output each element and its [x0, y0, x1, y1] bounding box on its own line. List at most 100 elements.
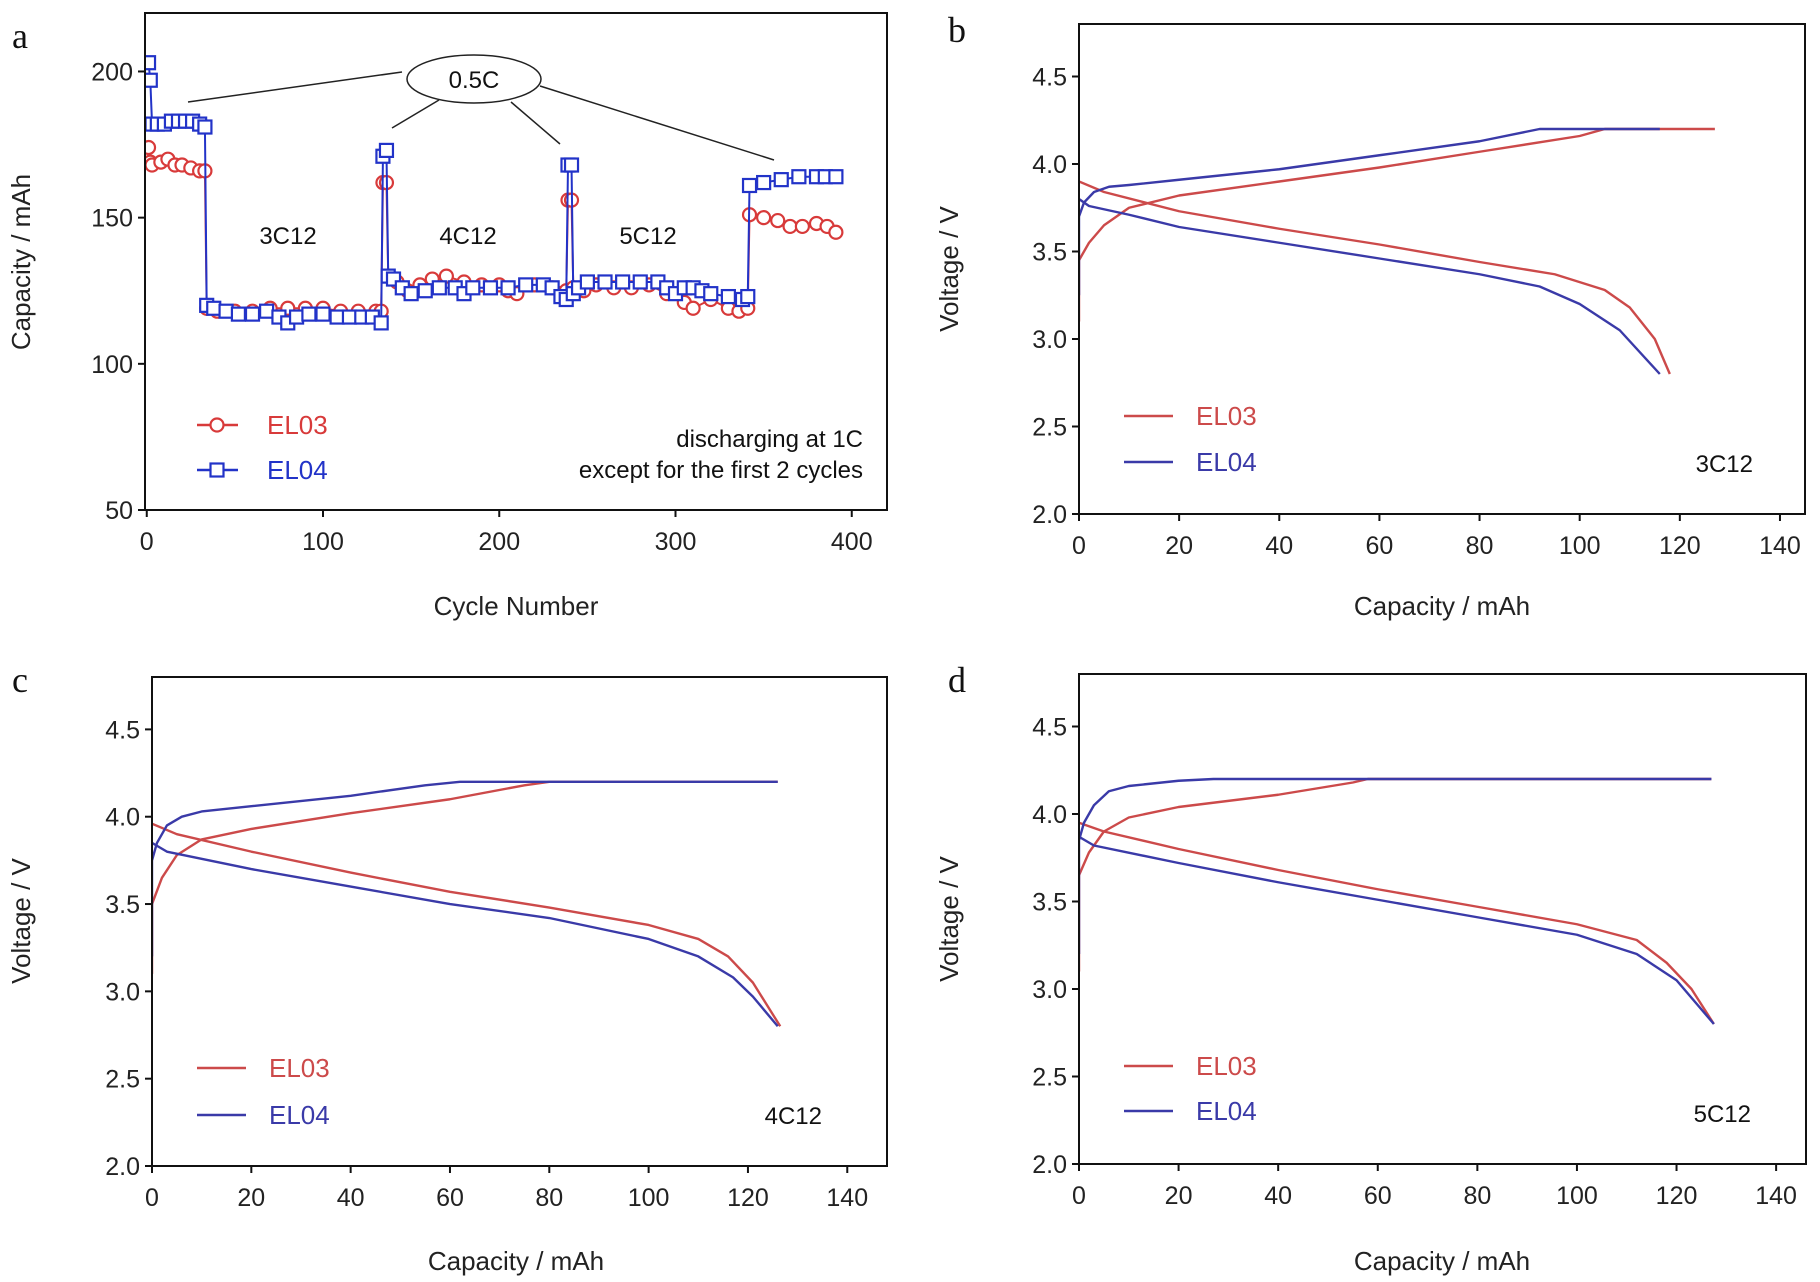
series-curve-EL04-discharge: [1079, 835, 1715, 1025]
data-point-EL04: [145, 72, 158, 88]
y-tick-label: 3.5: [105, 891, 140, 919]
data-point-EL04: [720, 288, 736, 305]
x-tick-label: 60: [436, 1184, 464, 1212]
y-tick-label: 4.5: [105, 716, 140, 744]
legend-label-EL03: EL03: [1196, 1051, 1257, 1081]
series-curve-EL04-discharge: [152, 841, 779, 1028]
x-tick-label: 120: [1659, 532, 1701, 560]
x-tick-label: 120: [1656, 1182, 1698, 1210]
series-curve-EL03-discharge: [1079, 180, 1671, 375]
panel-b: b 0 20 40 60 80 100 120 140 2.0 2.5 3.0 3.5 4.0 4.5 Cap…: [934, 10, 1806, 621]
series-curve-EL04-charge: [152, 780, 778, 957]
data-point-EL04: [828, 169, 844, 185]
x-tick-label: 100: [628, 1184, 670, 1212]
data-point-EL04: [315, 306, 331, 322]
x-tick-label: 0: [145, 1184, 159, 1212]
y-axis-title: Voltage / V: [6, 857, 36, 983]
y-tick-label: 4.0: [105, 804, 140, 832]
x-tick-label: 140: [826, 1184, 868, 1212]
data-point-EL04: [329, 309, 345, 325]
panel-a: a 0 100 200 300 400 50 100 150 200 Cycle Number Cap…: [6, 12, 888, 621]
x-tick-label: 100: [1559, 532, 1601, 560]
data-point-EL03: [794, 218, 811, 235]
plot-area: [152, 780, 782, 1028]
x-tick-label: 40: [1264, 1182, 1292, 1210]
data-point-EL04: [579, 274, 595, 290]
x-tick-label: 40: [337, 1184, 365, 1212]
y-tick-label: 2.5: [1032, 414, 1067, 442]
x-tick-label: 120: [727, 1184, 769, 1212]
plot-frame: [144, 12, 888, 511]
data-point-EL04: [597, 274, 613, 290]
callout-ellipse: [406, 54, 542, 104]
data-point-EL04: [244, 306, 261, 322]
data-point-EL04: [378, 142, 395, 159]
series-curve-EL04-discharge: [1079, 198, 1661, 375]
x-tick-label: 0: [1072, 532, 1086, 560]
y-tick-label: 200: [91, 58, 133, 86]
panel-letter: d: [948, 660, 966, 700]
rate-label: 3C12: [1696, 451, 1753, 478]
data-point-EL04: [482, 280, 499, 296]
y-tick-label: 4.5: [1032, 714, 1067, 742]
x-axis-title: Capacity / mAh: [1354, 591, 1530, 621]
data-point-EL04: [615, 274, 631, 290]
series-curve-EL03-discharge: [152, 822, 782, 1027]
y-tick-label: 2.0: [1032, 1151, 1067, 1179]
data-point-EL04: [417, 283, 433, 299]
data-point-EL04: [431, 280, 447, 296]
plot-area: [145, 55, 844, 331]
data-point-EL03: [756, 210, 772, 226]
data-point-EL04: [230, 306, 247, 322]
series-curve-EL03-discharge: [1079, 821, 1715, 1025]
y-tick-label: 3.5: [1032, 889, 1067, 917]
data-point-EL03: [145, 139, 157, 156]
legend-label-EL04: EL04: [267, 455, 328, 485]
data-point-EL03: [685, 300, 701, 316]
x-tick-label: 60: [1364, 1182, 1392, 1210]
data-point-EL04: [632, 274, 648, 290]
note-text: except for the first 2 cycles: [579, 457, 863, 484]
data-point-EL04: [756, 174, 772, 191]
legend-label-EL04: EL04: [269, 1100, 330, 1130]
region-label: 5C12: [619, 223, 676, 250]
y-axis-title: Capacity / mAh: [6, 174, 36, 350]
y-tick-label: 50: [105, 497, 133, 525]
panel-letter: b: [948, 10, 966, 50]
data-point-EL04: [206, 300, 222, 316]
legend-label-EL04: EL04: [1196, 447, 1257, 477]
data-point-EL04: [197, 119, 213, 135]
panel-d: d 0 20 40 60 80 100 120 140 2.0 2.5 3.0 3.5 4.0 4.5 Cap…: [934, 660, 1807, 1276]
x-tick-label: 140: [1759, 532, 1801, 560]
data-point-EL04: [703, 286, 719, 302]
callout-leader: [187, 71, 403, 103]
rate-label: 5C12: [1694, 1101, 1751, 1128]
x-tick-label: 40: [1265, 532, 1293, 560]
data-point-EL04: [465, 280, 481, 296]
y-tick-label: 4.0: [1032, 151, 1067, 179]
legend-label-EL03: EL03: [267, 410, 328, 440]
data-point-EL04: [500, 280, 516, 296]
callout-label: 0.5C: [449, 67, 500, 94]
callout-leader: [391, 99, 440, 129]
y-tick-label: 3.0: [1032, 976, 1067, 1004]
legend-label-EL03: EL03: [1196, 401, 1257, 431]
data-point-EL04: [259, 303, 275, 319]
plot-frame: [1078, 673, 1807, 1165]
panel-letter: c: [12, 660, 28, 700]
x-tick-label: 400: [831, 528, 873, 556]
x-tick-label: 200: [478, 528, 520, 556]
x-tick-label: 300: [655, 528, 697, 556]
plot-area: [1079, 777, 1715, 1025]
series-curve-EL03-charge: [1079, 127, 1715, 322]
x-axis-title: Cycle Number: [434, 591, 599, 621]
data-point-EL04: [301, 306, 317, 322]
y-tick-label: 150: [91, 205, 133, 233]
series-curve-EL03-charge: [152, 780, 778, 974]
y-tick-label: 2.0: [1032, 501, 1067, 529]
data-point-EL04: [288, 309, 305, 325]
x-tick-label: 20: [1165, 1182, 1193, 1210]
data-point-EL04: [563, 157, 580, 173]
y-tick-label: 2.5: [1032, 1064, 1067, 1092]
